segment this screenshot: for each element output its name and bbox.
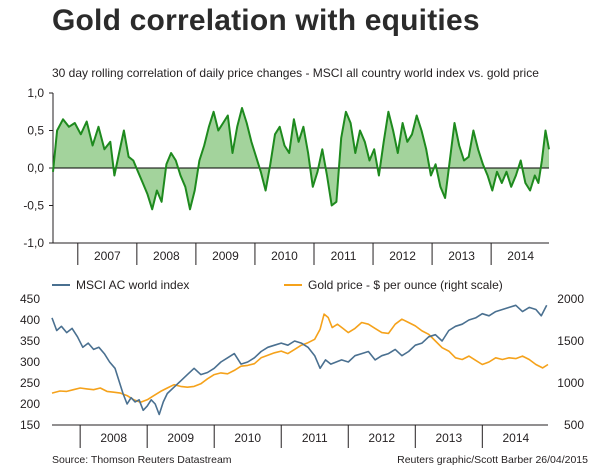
- left-tick-label: 200: [20, 397, 40, 411]
- year-label: 2010: [234, 431, 261, 445]
- year-label: 2008: [153, 249, 180, 263]
- y-tick-label: -0,5: [23, 199, 44, 213]
- year-label: 2011: [302, 431, 328, 445]
- year-label: 2013: [448, 249, 475, 263]
- year-label: 2014: [507, 249, 534, 263]
- msci-line: [51, 304, 548, 416]
- y-tick-label: 0,5: [27, 124, 44, 138]
- chart-title: Gold correlation with equities: [52, 4, 480, 37]
- y-tick-label: 1,0: [27, 86, 44, 100]
- left-tick-label: 150: [20, 418, 40, 432]
- left-tick-label: 300: [20, 355, 40, 369]
- year-label: 2010: [271, 249, 298, 263]
- left-tick-label: 250: [20, 376, 40, 390]
- year-label: 2012: [389, 249, 416, 263]
- year-label: 2013: [435, 431, 462, 445]
- year-label: 2012: [368, 431, 395, 445]
- year-label: 2009: [167, 431, 194, 445]
- left-tick-label: 450: [20, 292, 40, 306]
- legend-msci-label: MSCI AC world index: [76, 278, 189, 292]
- credit-note: Reuters graphic/Scott Barber 26/04/2015: [397, 454, 588, 466]
- right-tick-label: 1500: [557, 334, 584, 348]
- left-tick-label: 400: [20, 313, 40, 327]
- right-tick-label: 500: [564, 418, 584, 432]
- right-tick-label: 1000: [557, 376, 584, 390]
- legend-gold-label: Gold price - $ per ounce (right scale): [308, 278, 503, 292]
- correlation-line: [52, 107, 550, 211]
- gold-line: [51, 313, 549, 404]
- y-tick-label: 0,0: [27, 161, 44, 175]
- year-label: 2008: [100, 431, 127, 445]
- y-tick-label: -1,0: [23, 236, 44, 250]
- correlation-chart: 1,0 0,5 0,0 -0,5 -1,0 2007 2008 2009 2010 2011 201…: [23, 86, 550, 265]
- year-label: 2014: [502, 431, 529, 445]
- year-label: 2009: [212, 249, 239, 263]
- year-label: 2007: [94, 249, 121, 263]
- correlation-area: [53, 108, 549, 210]
- year-label: 2011: [331, 249, 357, 263]
- left-tick-label: 350: [20, 334, 40, 348]
- source-note: Source: Thomson Reuters Datastream: [52, 454, 232, 466]
- price-chart: 450 400 350 300 250 200 150 2000 1500 1000 500 2008…: [20, 278, 584, 448]
- correlation-subtitle: 30 day rolling correlation of daily pric…: [52, 66, 539, 80]
- right-tick-label: 2000: [557, 292, 584, 306]
